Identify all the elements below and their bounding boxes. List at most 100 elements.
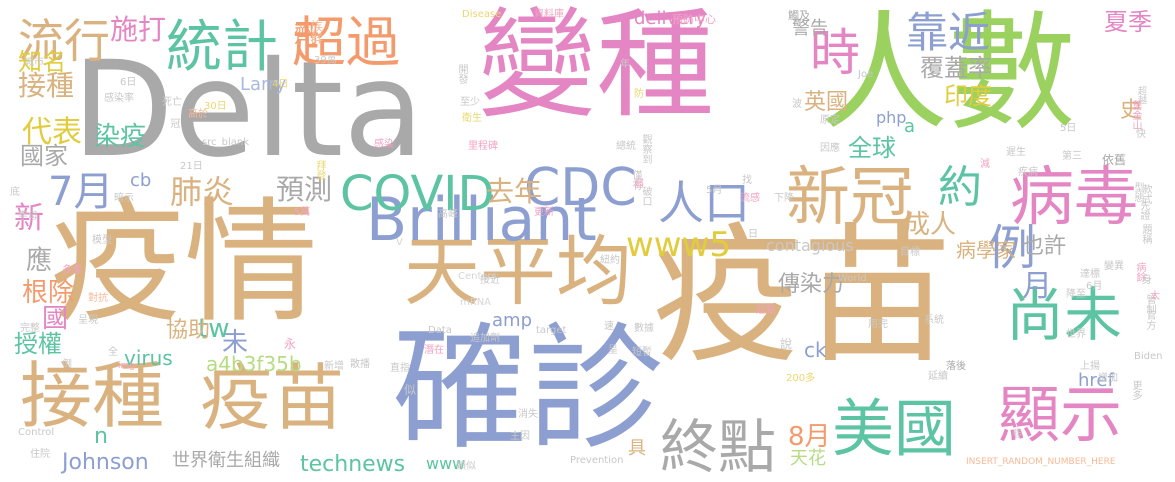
cloud-word: 日 [748, 229, 758, 240]
cloud-word: 流行 [18, 14, 110, 68]
cloud-word: 知名 [18, 48, 66, 76]
cloud-word: 顯示 [998, 378, 1123, 451]
cloud-word: 多重 [62, 265, 82, 276]
cloud-word: 病餘 [1134, 262, 1145, 282]
cloud-word: 確診 [392, 311, 664, 469]
cloud-word: 數據 [634, 323, 654, 334]
cloud-word: www5 [626, 225, 732, 265]
cloud-word: INSERT_RANDOM_NUMBER_HERE [966, 457, 1116, 467]
cloud-word: 警告 [792, 18, 828, 39]
cloud-word: 底 [10, 187, 20, 198]
cloud-word: 全球 [848, 134, 896, 162]
cloud-word: 因應 [820, 143, 840, 154]
cloud-word: 英國 [804, 90, 849, 115]
cloud-word: 印度 [944, 82, 992, 110]
cloud-word: 倒 [62, 359, 72, 370]
cloud-word: 成人 [904, 210, 957, 240]
cloud-word: 超越 [1136, 86, 1146, 104]
cloud-word: 住院 [30, 449, 50, 460]
cloud-word: 舊金山 [1130, 100, 1141, 130]
cloud-word: 根除 [22, 278, 75, 308]
cloud-word: 短暫 [632, 347, 652, 358]
cloud-word: 天平均 [404, 227, 632, 316]
cloud-word: 拜登 [314, 160, 325, 180]
cloud-word: 傳染力 [778, 272, 845, 297]
cloud-word: 接種 [18, 69, 75, 102]
cloud-word: 減 [980, 159, 990, 170]
cloud-word: 國家 [20, 142, 68, 170]
cloud-word: COVID [340, 166, 495, 222]
cloud-word: href [1078, 370, 1114, 391]
cloud-word: 僅有 [630, 170, 641, 190]
cloud-word: 30日 [204, 101, 227, 112]
cloud-word: 似 [404, 383, 417, 397]
cloud-word: 宇母 [18, 211, 38, 222]
cloud-word: Joe [858, 69, 874, 80]
cloud-word: 波 [792, 99, 802, 110]
cloud-word: 題稱 [1140, 224, 1151, 244]
cloud-word: delivery [634, 8, 707, 29]
cloud-word: 統計 [166, 15, 278, 80]
cloud-word: 族群 [309, 20, 323, 44]
cloud-word: 永 [284, 337, 297, 351]
cloud-word: 消失 [518, 409, 538, 420]
cloud-word: 起點 [756, 305, 776, 316]
cloud-word: 原定 [820, 115, 840, 126]
cloud-word: 款式 [1140, 184, 1151, 204]
cloud-word: 染疫 [94, 122, 147, 152]
cloud-word: 至少 [460, 97, 480, 108]
cloud-word: 靠近 [906, 8, 991, 57]
cloud-word: mRNA [460, 297, 492, 308]
cloud-word: 協助 [166, 318, 211, 343]
cloud-word: 降至 [1066, 289, 1086, 300]
cloud-word: 暗示 [114, 193, 134, 204]
cloud-word: 冠 [168, 118, 179, 128]
cloud-word: 完整 [20, 323, 40, 334]
cloud-word: 授權 [14, 330, 62, 358]
cloud-word: 美國 [832, 392, 957, 465]
cloud-word: 終點 [660, 413, 777, 481]
cloud-word: 總統 [616, 141, 636, 152]
cloud-word: 新增 [324, 361, 344, 372]
cloud-word: 官方 [1144, 310, 1155, 330]
cloud-word: 未 [222, 328, 249, 358]
cloud-word: 呈 [608, 345, 618, 356]
cloud-word: 去年 [486, 175, 543, 208]
cloud-word: 管制 [1144, 294, 1155, 314]
cloud-word: 尚未 [1006, 281, 1123, 349]
cloud-word: 5萬 [294, 207, 311, 218]
cloud-word: 弱 [634, 179, 644, 190]
cloud-word: 覆蓋率 [920, 54, 992, 82]
cloud-word: 年 [620, 59, 630, 70]
cloud-word: Biden [1134, 351, 1163, 362]
cloud-word: Control [18, 427, 55, 438]
cloud-word: 潛在 [424, 345, 444, 356]
cloud-word: 代表 [22, 115, 82, 150]
cloud-word: 新 [14, 201, 44, 236]
cloud-word: contagious [766, 236, 854, 255]
cloud-word: 預測 [276, 173, 333, 206]
cloud-word: 用完 [868, 319, 888, 330]
cloud-word: 防 [634, 89, 644, 100]
cloud-word: 4日 [272, 79, 289, 90]
cloud-word: 落後 [946, 361, 966, 372]
cloud-word: 系統 [924, 315, 944, 326]
cloud-word: 月 [1022, 269, 1052, 304]
cloud-word: 接種 [20, 354, 165, 438]
cloud-word: 病學家 [956, 238, 1016, 262]
cloud-word: 約 [938, 162, 982, 213]
cloud-word: 世界衛生組織 [172, 450, 280, 471]
cloud-word: php [876, 108, 907, 127]
cloud-word: 疫情 [50, 185, 319, 341]
cloud-word: 增加 [1098, 373, 1118, 384]
cloud-word: 目標 [900, 247, 920, 258]
cloud-word: Larry [240, 74, 287, 95]
cloud-word: 人口 [658, 176, 750, 230]
cloud-word: img [118, 361, 135, 371]
cloud-word: 新冠 [786, 161, 914, 235]
cloud-word: 感染 [374, 139, 394, 150]
cloud-word: 超過 [292, 11, 400, 74]
cloud-word: Centers [458, 271, 497, 282]
cloud-word: n [94, 424, 108, 449]
cloud-word: 全 [108, 347, 118, 358]
